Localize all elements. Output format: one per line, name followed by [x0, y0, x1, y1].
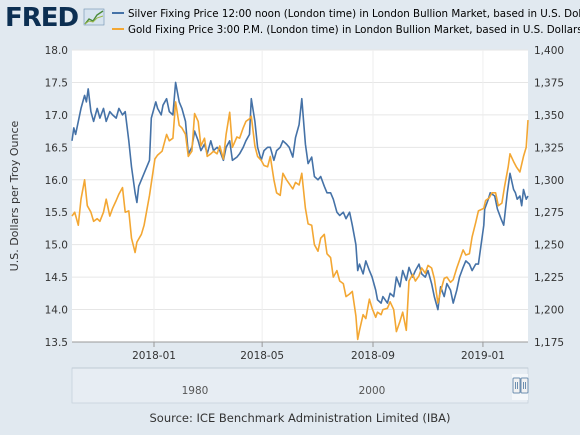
y-right-tick-label: 1,175: [534, 337, 564, 349]
y-left-tick-label: 18.0: [45, 45, 68, 57]
y-left-tick-label: 14.5: [45, 272, 68, 284]
y-axis-right: 1,175 1,200 1,225 1,250 1,275 1,300 1,325 1,350…: [534, 45, 564, 349]
y-left-tick-label: 17.5: [45, 77, 68, 89]
legend-label-silver: Silver Fixing Price 12:00 noon (London t…: [128, 8, 580, 20]
y-right-tick-label: 1,200: [534, 305, 564, 317]
legend-label-gold: Gold Fixing Price 3:00 P.M. (London time…: [128, 24, 580, 36]
series-line-silver[interactable]: [71, 81, 529, 311]
source-note: Source: ICE Benchmark Administration Lim…: [150, 411, 451, 425]
y-right-tick-label: 1,225: [534, 272, 564, 284]
x-tick-label: 2018-09: [351, 350, 395, 362]
fred-logo-text: FRED: [5, 3, 79, 33]
fred-logo[interactable]: FRED: [5, 3, 105, 33]
y-right-tick-label: 1,375: [534, 77, 564, 89]
navigator-label-2000: 2000: [359, 385, 386, 397]
y-right-tick-label: 1,275: [534, 207, 564, 219]
legend-item-silver[interactable]: Silver Fixing Price 12:00 noon (London t…: [112, 8, 580, 20]
legend: Silver Fixing Price 12:00 noon (London t…: [112, 8, 580, 36]
y-right-tick-label: 1,300: [534, 175, 564, 187]
x-axis: 2018-01 2018-05 2018-09 2019-01: [72, 341, 528, 362]
y-left-tick-label: 16.0: [45, 175, 68, 187]
y-axis-left: 13.5 14.0 14.5 15.0 15.5 16.0 16.5 17.0 17.5 18.0: [45, 45, 68, 349]
y-right-tick-label: 1,350: [534, 110, 564, 122]
x-tick-label: 2018-01: [132, 350, 176, 362]
series-lines: [71, 81, 529, 341]
navigator-label-1980: 1980: [182, 385, 209, 397]
legend-item-gold[interactable]: Gold Fixing Price 3:00 P.M. (London time…: [112, 24, 580, 36]
y-left-tick-label: 16.5: [45, 142, 68, 154]
chart-mark-icon: [83, 8, 105, 26]
x-tick-label: 2018-05: [240, 350, 284, 362]
y-left-tick-label: 14.0: [45, 305, 68, 317]
y-right-tick-label: 1,250: [534, 240, 564, 252]
navigator-track: [71, 367, 529, 404]
y-left-tick-label: 13.5: [45, 337, 68, 349]
y-left-tick-label: 17.0: [45, 110, 68, 122]
plot-area: [72, 50, 528, 342]
x-tick-label: 2019-01: [461, 350, 505, 362]
y-right-tick-label: 1,400: [534, 45, 564, 57]
range-handle-icon[interactable]: [512, 377, 529, 394]
y-left-tick-label: 15.5: [45, 207, 68, 219]
series-line-gold[interactable]: [71, 101, 529, 341]
range-navigator[interactable]: 1980 2000: [71, 367, 529, 404]
y-left-tick-label: 15.0: [45, 240, 68, 252]
y-axis-title: U.S. Dollars per Troy Ounce: [8, 120, 21, 271]
y-right-tick-label: 1,325: [534, 142, 564, 154]
